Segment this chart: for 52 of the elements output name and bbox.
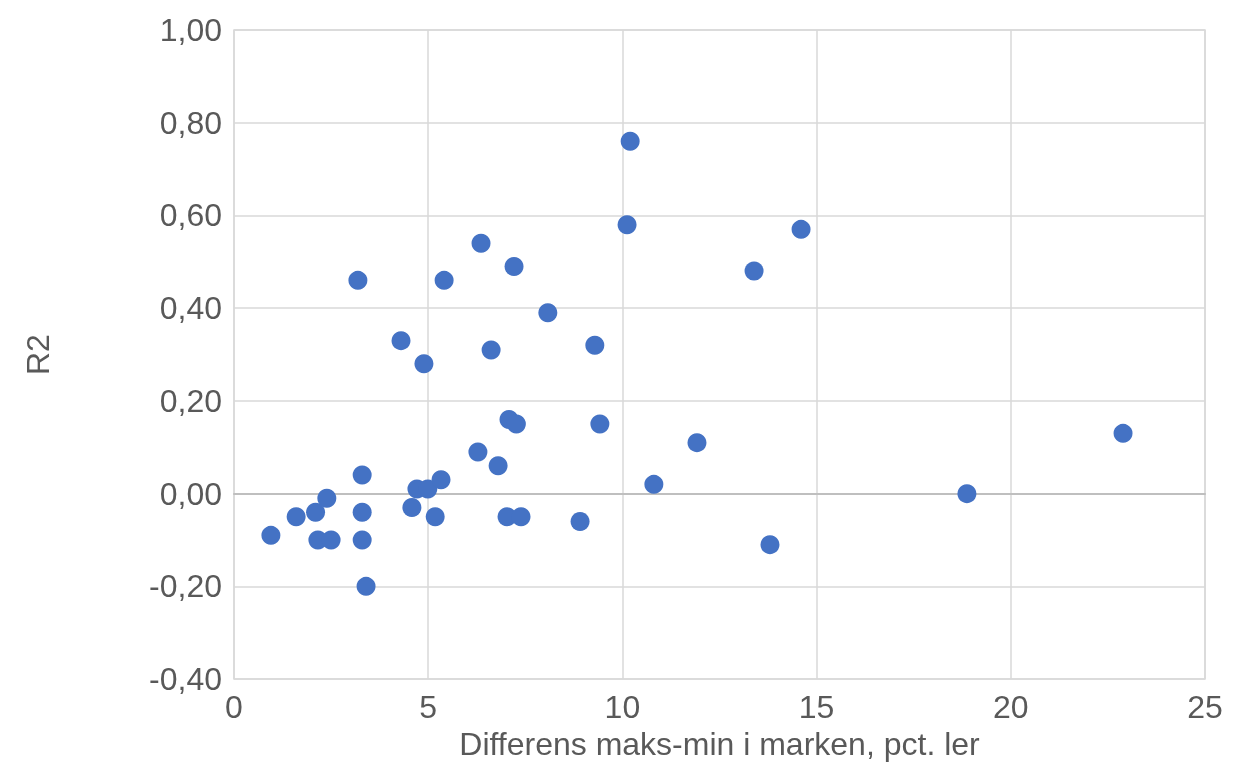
y-tick-label: 0,80 (159, 104, 222, 141)
x-tick-label: 15 (798, 689, 835, 726)
point (590, 414, 610, 434)
x-axis-title: Differens maks-min i marken, pct. ler (459, 726, 981, 762)
point (352, 530, 372, 550)
point (471, 233, 491, 253)
x-tick-label: 10 (604, 689, 641, 726)
point (538, 303, 558, 323)
point (402, 498, 422, 518)
point (431, 470, 451, 490)
point (504, 256, 524, 276)
y-tick-label: 0,40 (159, 290, 222, 327)
point (317, 488, 337, 508)
y-tick-label: 1,00 (159, 12, 222, 48)
x-tick-label: 25 (1187, 689, 1223, 726)
point (506, 414, 526, 434)
point (468, 442, 488, 462)
x-tick-label: 5 (419, 689, 438, 726)
point (620, 131, 640, 151)
point (434, 270, 454, 290)
point (348, 270, 368, 290)
point (957, 484, 977, 504)
point (352, 465, 372, 485)
point (261, 525, 281, 545)
point (352, 502, 372, 522)
point (425, 507, 445, 527)
point (414, 354, 434, 374)
point (687, 433, 707, 453)
point (488, 456, 508, 476)
point (744, 261, 764, 281)
point (570, 511, 590, 531)
point (644, 474, 664, 494)
point (481, 340, 501, 360)
x-tick-label: 0 (225, 689, 243, 726)
point (511, 507, 531, 527)
y-tick-label: -0,20 (149, 568, 222, 605)
point (306, 502, 326, 522)
y-tick-label: -0,40 (149, 661, 222, 698)
point (760, 535, 780, 555)
point (585, 335, 605, 355)
point (391, 331, 411, 351)
y-axis-title: R2 (20, 334, 56, 375)
x-tick-label: 20 (993, 689, 1029, 726)
point (321, 530, 341, 550)
point (617, 215, 637, 235)
y-tick-label: 0,60 (159, 197, 222, 234)
point (356, 576, 376, 596)
y-tick-label: 0,00 (159, 475, 222, 512)
point (791, 219, 811, 239)
point (286, 507, 306, 527)
point (1113, 423, 1133, 443)
y-tick-label: 0,20 (159, 382, 222, 419)
